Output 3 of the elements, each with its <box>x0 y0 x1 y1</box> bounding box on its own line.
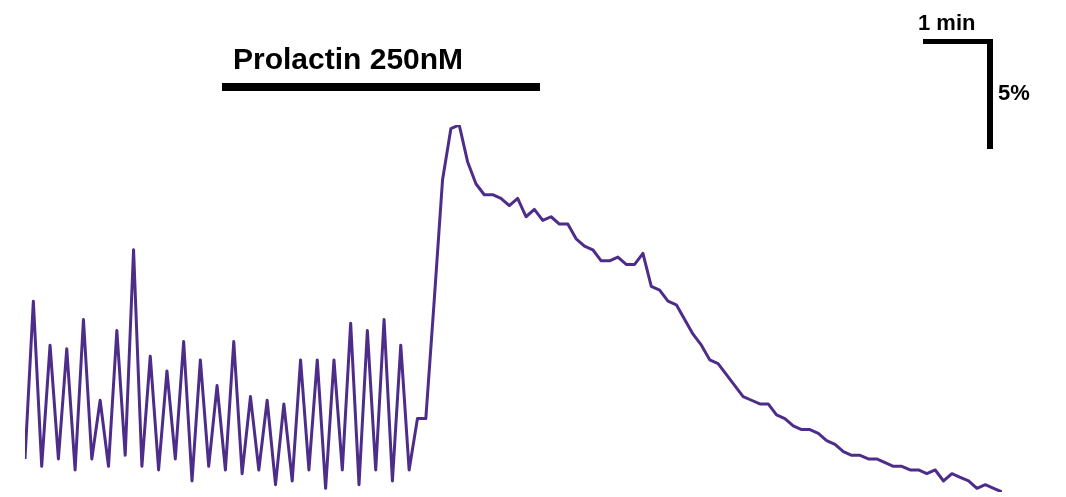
text: 5% <box>998 80 1030 105</box>
text: Prolactin 250nM <box>233 42 464 75</box>
text: 1 min <box>918 10 976 35</box>
